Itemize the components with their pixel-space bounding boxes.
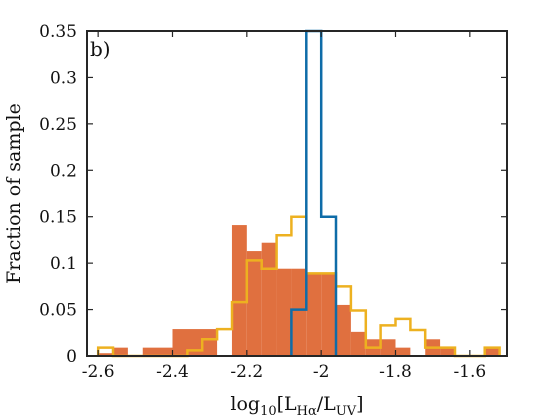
histogram-bar-1 [113, 347, 128, 356]
histogram-bar-15 [395, 347, 411, 356]
y-tick-label: 0.3 [50, 68, 77, 88]
x-axis-title: log10[LHα/LUV] [230, 393, 363, 419]
y-tick-label: 0.25 [39, 115, 77, 135]
plot-frame [86, 30, 508, 357]
histogram-bar-5 [246, 251, 262, 356]
panel-label: b) [90, 37, 111, 61]
x-tick-label: -1.8 [379, 362, 412, 382]
y-tick-label: 0.1 [50, 254, 77, 274]
x-title-sub-halpha: Hα [297, 404, 317, 419]
x-tick-label: -2.4 [156, 362, 189, 382]
y-tick-label: 0.35 [39, 22, 77, 42]
histogram-bar-2 [142, 347, 173, 356]
histogram-bar-18 [484, 347, 500, 356]
x-title-close: ] [356, 393, 363, 415]
histogram-bar-4 [231, 225, 247, 356]
x-title-mid: /L [317, 393, 336, 415]
histogram-bar-8 [291, 268, 307, 356]
y-axis-title: Fraction of sample [3, 103, 25, 284]
histogram-bar-10 [321, 273, 337, 356]
x-tick-label: -2.2 [230, 362, 263, 382]
x-title-open: [L [277, 393, 297, 415]
histogram-bar-11 [336, 304, 351, 356]
x-tick-label: -2.6 [82, 362, 115, 382]
histogram-bar-0 [98, 353, 114, 356]
histogram-bar-9 [306, 273, 322, 356]
histogram-bar-6 [261, 242, 277, 356]
x-tick-label: -2 [313, 362, 330, 382]
y-tick-label: 0.05 [39, 301, 77, 321]
x-title-sub-10: 10 [260, 404, 277, 419]
y-tick-label: 0.2 [50, 161, 77, 181]
filled-histogram-bars [98, 225, 500, 356]
histogram-bar-12 [350, 331, 366, 356]
histogram-bar-3 [172, 329, 218, 356]
x-title-sub-uv: UV [336, 404, 357, 419]
y-tick-label: 0.15 [39, 208, 77, 228]
histogram-bar-7 [276, 268, 292, 356]
x-tick-label: -1.6 [453, 362, 486, 382]
x-title-main: log [230, 393, 260, 415]
y-tick-label: 0 [66, 347, 77, 367]
histogram-bar-14 [380, 339, 396, 356]
histogram-bar-17 [440, 347, 455, 356]
axis-ticks: -2.6 -2.4 -2.2 -2 -1.8 -1.6 0 0.05 0.1 0.15 0.2 0.2… [39, 22, 507, 382]
